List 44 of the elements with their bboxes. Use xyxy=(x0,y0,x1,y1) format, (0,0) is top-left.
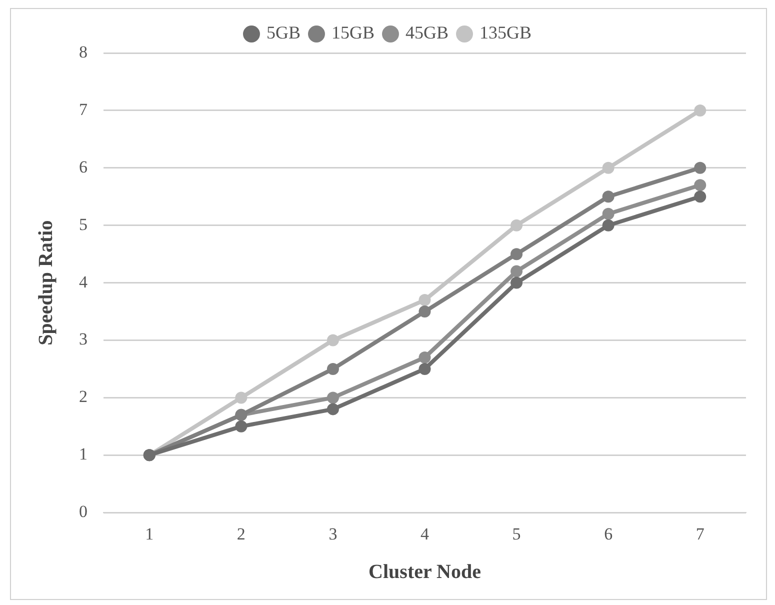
point xyxy=(602,190,614,203)
x-tick-label: 7 xyxy=(696,524,705,544)
x-tick-label: 3 xyxy=(328,524,338,544)
point xyxy=(602,208,614,220)
y-tick-label: 3 xyxy=(79,330,88,349)
y-tick-label: 2 xyxy=(79,387,88,406)
legend-label: 45GB xyxy=(406,22,449,43)
y-axis-title: Speedup Ratio xyxy=(35,220,58,346)
x-tick-label: 4 xyxy=(420,524,430,544)
y-tick-label: 0 xyxy=(79,502,88,522)
legend-label: 135GB xyxy=(480,22,532,43)
point xyxy=(694,190,706,203)
point xyxy=(510,265,523,278)
point xyxy=(326,362,339,375)
point xyxy=(418,362,431,375)
point xyxy=(418,294,431,306)
point xyxy=(418,306,431,318)
x-tick-label: 2 xyxy=(236,524,246,544)
y-tick-label: 4 xyxy=(79,272,88,292)
y-tick-label: 6 xyxy=(79,157,88,176)
y-tick-label: 5 xyxy=(79,214,88,234)
point xyxy=(418,351,431,364)
point xyxy=(510,248,523,260)
y-tick-label: 7 xyxy=(79,100,88,119)
point xyxy=(326,403,339,416)
point xyxy=(510,276,523,289)
legend-label: 15GB xyxy=(331,22,375,43)
x-axis-title: Cluster Node xyxy=(368,561,482,584)
point xyxy=(235,392,248,404)
point xyxy=(602,219,614,232)
point xyxy=(602,162,614,174)
y-tick-label: 1 xyxy=(79,444,88,464)
point xyxy=(694,162,706,174)
point xyxy=(694,104,706,116)
y-tick-label: 8 xyxy=(79,42,88,62)
x-tick-label: 1 xyxy=(145,524,154,544)
point xyxy=(326,392,339,404)
legend-label: 5GB xyxy=(266,22,301,43)
point xyxy=(694,179,706,192)
point xyxy=(235,420,248,432)
point xyxy=(510,219,523,232)
x-tick-label: 5 xyxy=(512,524,521,544)
x-tick-label: 6 xyxy=(604,524,613,544)
point xyxy=(326,334,339,346)
